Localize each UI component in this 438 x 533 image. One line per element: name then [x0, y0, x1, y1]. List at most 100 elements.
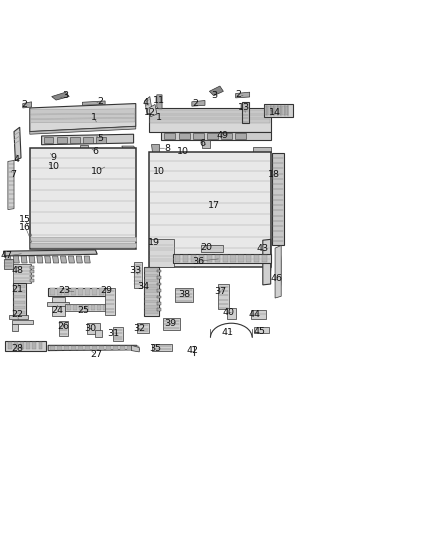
Polygon shape — [207, 133, 218, 139]
Text: 7: 7 — [10, 170, 16, 179]
Text: 39: 39 — [164, 319, 176, 328]
Polygon shape — [279, 106, 281, 115]
Polygon shape — [173, 254, 271, 263]
Polygon shape — [145, 289, 158, 293]
Polygon shape — [23, 102, 32, 108]
Polygon shape — [14, 127, 21, 160]
Text: 15: 15 — [19, 215, 32, 224]
Polygon shape — [175, 255, 180, 262]
Polygon shape — [282, 106, 285, 115]
Text: 6: 6 — [199, 139, 205, 148]
Polygon shape — [14, 285, 25, 288]
Text: 30: 30 — [84, 324, 96, 333]
Polygon shape — [145, 300, 158, 303]
Polygon shape — [5, 256, 11, 263]
Polygon shape — [199, 255, 204, 262]
Polygon shape — [92, 346, 97, 350]
Text: 33: 33 — [130, 265, 142, 274]
Polygon shape — [14, 295, 25, 298]
Polygon shape — [82, 101, 105, 106]
Polygon shape — [14, 306, 25, 309]
Text: 46: 46 — [271, 274, 283, 283]
Polygon shape — [65, 304, 107, 311]
Text: 11: 11 — [152, 95, 165, 104]
Polygon shape — [59, 321, 68, 336]
Polygon shape — [84, 256, 90, 263]
Text: 2: 2 — [21, 100, 27, 109]
Polygon shape — [275, 106, 278, 115]
Polygon shape — [14, 290, 25, 293]
Polygon shape — [103, 305, 107, 310]
Polygon shape — [48, 345, 139, 351]
Polygon shape — [145, 268, 158, 272]
Polygon shape — [127, 346, 132, 350]
Text: 2: 2 — [98, 97, 104, 106]
Polygon shape — [120, 346, 125, 350]
Polygon shape — [152, 344, 172, 351]
Polygon shape — [183, 255, 188, 262]
Polygon shape — [45, 256, 51, 263]
Text: 25: 25 — [77, 306, 89, 315]
Polygon shape — [179, 133, 190, 139]
Text: 2: 2 — [192, 99, 198, 108]
Polygon shape — [145, 305, 158, 309]
Polygon shape — [30, 275, 34, 278]
Polygon shape — [71, 288, 76, 295]
Polygon shape — [32, 342, 36, 349]
Polygon shape — [149, 108, 271, 132]
Polygon shape — [57, 138, 67, 142]
Polygon shape — [5, 341, 46, 351]
Polygon shape — [149, 160, 160, 165]
Polygon shape — [131, 345, 139, 352]
Polygon shape — [13, 283, 26, 317]
Polygon shape — [157, 289, 161, 292]
Text: 1: 1 — [91, 113, 97, 122]
Text: 35: 35 — [149, 344, 162, 353]
Text: 24: 24 — [51, 306, 63, 315]
Text: 8: 8 — [164, 144, 170, 153]
Text: 10: 10 — [91, 166, 103, 175]
Polygon shape — [71, 346, 76, 350]
Polygon shape — [149, 152, 271, 268]
Polygon shape — [246, 255, 251, 262]
Polygon shape — [26, 342, 30, 349]
Text: 13: 13 — [238, 103, 251, 112]
Polygon shape — [64, 288, 69, 295]
Polygon shape — [95, 330, 102, 336]
Polygon shape — [268, 106, 271, 115]
Text: 12: 12 — [144, 108, 156, 117]
Text: 2: 2 — [236, 90, 242, 99]
Polygon shape — [39, 342, 42, 349]
Polygon shape — [92, 288, 97, 295]
Polygon shape — [223, 255, 228, 262]
Polygon shape — [4, 259, 13, 269]
Polygon shape — [14, 301, 25, 304]
Polygon shape — [150, 115, 270, 118]
Polygon shape — [113, 327, 123, 341]
Text: 37: 37 — [214, 287, 226, 296]
Text: 21: 21 — [11, 285, 24, 294]
Text: 10: 10 — [47, 162, 60, 171]
Polygon shape — [157, 308, 161, 311]
Polygon shape — [83, 138, 93, 142]
Polygon shape — [145, 295, 158, 298]
Polygon shape — [14, 311, 25, 314]
Polygon shape — [79, 305, 83, 310]
Polygon shape — [91, 305, 95, 310]
Text: 4: 4 — [142, 98, 148, 107]
Polygon shape — [150, 119, 270, 123]
Polygon shape — [191, 255, 196, 262]
Text: 19: 19 — [148, 238, 160, 247]
Polygon shape — [30, 103, 136, 132]
Polygon shape — [145, 310, 158, 314]
Polygon shape — [254, 255, 259, 262]
Polygon shape — [87, 324, 100, 334]
Text: 1: 1 — [155, 113, 162, 122]
Text: 5: 5 — [97, 134, 103, 143]
Polygon shape — [235, 133, 246, 139]
Polygon shape — [157, 270, 161, 272]
Polygon shape — [13, 256, 19, 263]
Polygon shape — [150, 110, 270, 114]
Polygon shape — [122, 146, 136, 149]
Polygon shape — [50, 288, 55, 295]
